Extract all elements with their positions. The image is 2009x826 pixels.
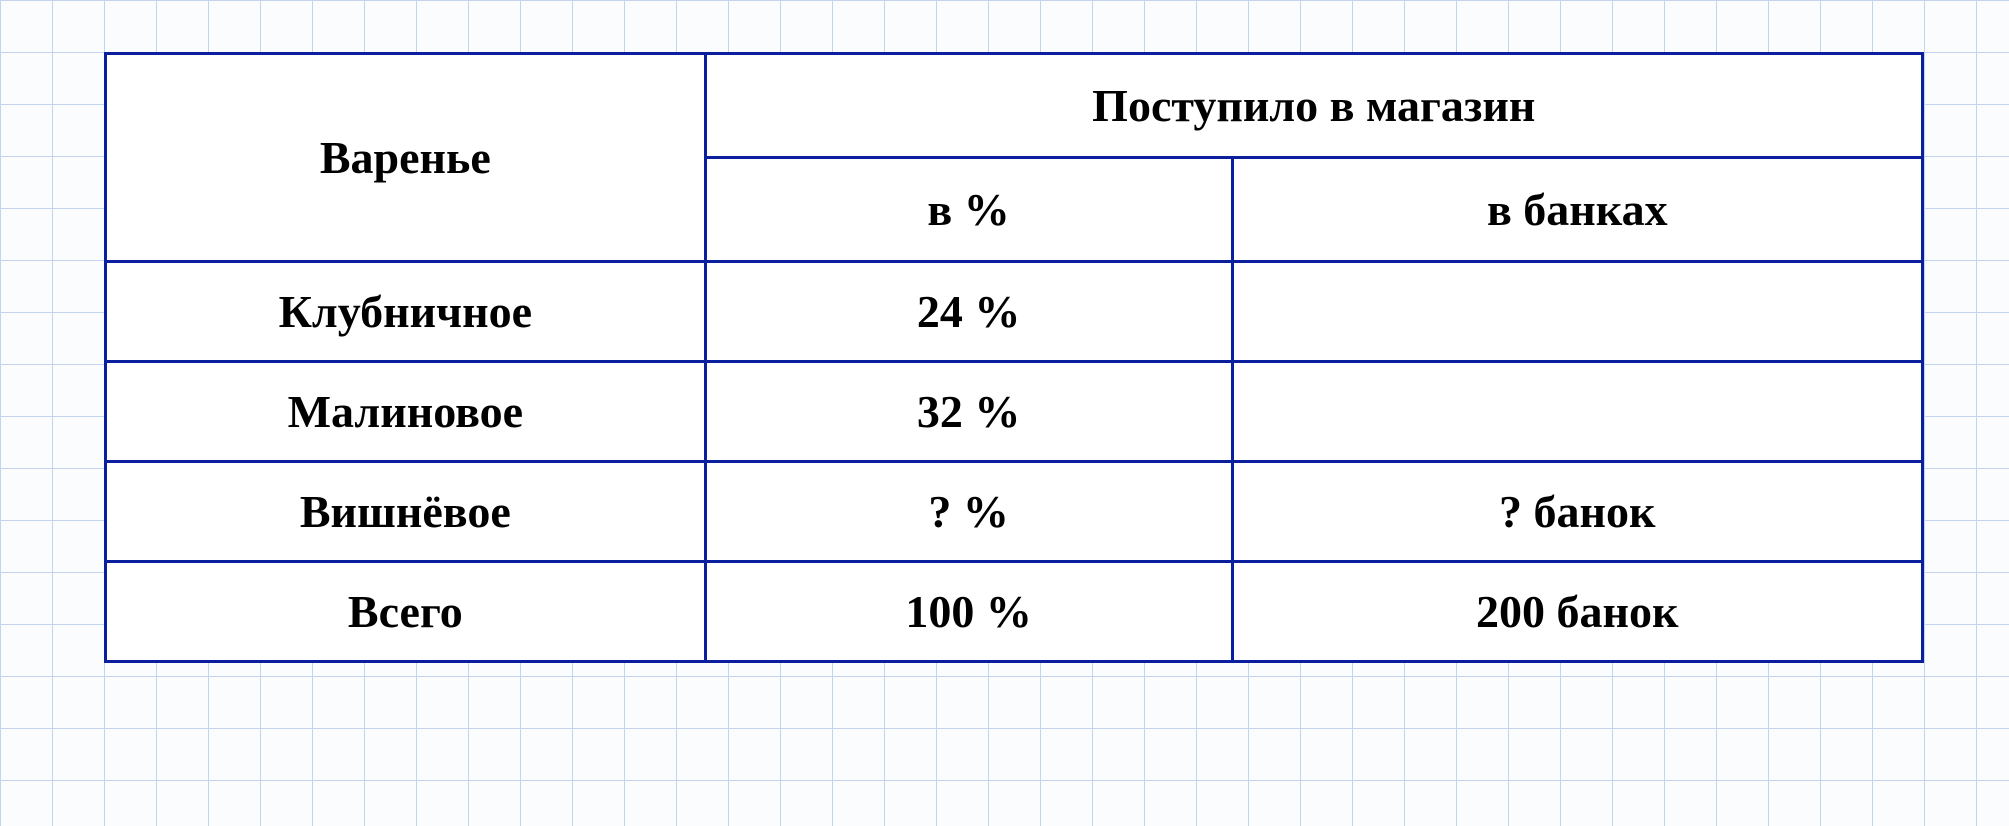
cell-percent: 24 % [705,262,1232,362]
cell-percent: 100 % [705,562,1232,662]
cell-jars: 200 банок [1232,562,1922,662]
cell-percent: 32 % [705,362,1232,462]
cell-jars: ? банок [1232,462,1922,562]
header-jars: в банках [1232,158,1922,262]
cell-name: Малиновое [106,362,706,462]
table: Варенье Поступило в магазин в % в банках… [104,52,1924,663]
cell-jars [1232,262,1922,362]
table-row: Вишнёвое ? % ? банок [106,462,1923,562]
cell-jars [1232,362,1922,462]
table-row: Малиновое 32 % [106,362,1923,462]
header-jam: Варенье [106,54,706,262]
table-header-row-1: Варенье Поступило в магазин [106,54,1923,158]
cell-percent: ? % [705,462,1232,562]
table-row: Клубничное 24 % [106,262,1923,362]
table-row: Всего 100 % 200 банок [106,562,1923,662]
header-delivered: Поступило в магазин [705,54,1922,158]
cell-name: Вишнёвое [106,462,706,562]
cell-name: Всего [106,562,706,662]
header-percent: в % [705,158,1232,262]
cell-name: Клубничное [106,262,706,362]
jam-table: Варенье Поступило в магазин в % в банках… [104,52,1924,663]
